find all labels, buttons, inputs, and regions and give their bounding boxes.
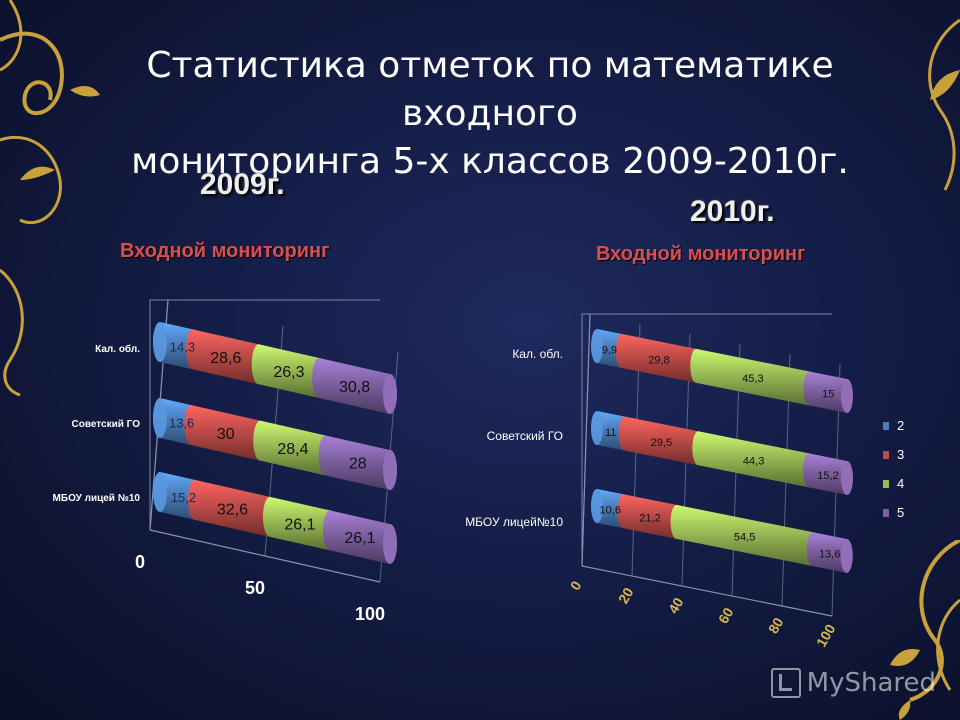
bar-end-cap [841,379,853,413]
x-tick-label: 40 [665,595,687,617]
title-line-1: Статистика отметок по математике входног… [146,45,834,134]
bar-segment [617,494,683,539]
x-tick-label: 0 [567,578,585,593]
bar-segment [187,479,277,537]
data-label: 44,3 [743,455,764,467]
bar-start-cap [591,411,603,445]
data-label: 32,6 [217,501,248,518]
category-label: МБОУ лицей №10 [53,493,141,504]
bar-start-cap [591,489,603,523]
chart-2009: 0 50 100 14,3 28,6 26,3 30,8 Кал. обл. 13,6 30 28,… [53,299,399,620]
data-label: 29,8 [648,354,669,366]
chart-wall-line [581,313,832,566]
data-label: 45,3 [742,373,763,385]
data-label: 14,3 [170,340,195,355]
chart-2010-title: 2010г. [690,195,775,228]
slide-title: Статистика отметок по математике входног… [60,42,920,186]
bar-segment [692,431,815,488]
corner-ornament-left-middle [0,268,24,397]
bar-end-cap [840,538,853,573]
y-axis-line [581,313,591,567]
bar-segment [806,532,853,573]
data-label: 13,6 [819,549,840,561]
data-label: 54,5 [734,532,755,544]
legend-label: 4 [897,476,904,491]
corner-ornament-top-left [0,0,100,225]
data-label: 13,6 [169,416,194,431]
watermark: MyShared [770,668,936,698]
legend-label: 2 [897,418,904,433]
chart-2009-title: 2009г. [200,168,285,201]
legend-swatch [883,451,889,459]
bar-start-cap [153,398,167,438]
chart-2010-subtitle: Входной мониторинг [596,243,806,265]
category-label: Кал. обл. [95,343,140,355]
data-label: 15,2 [817,470,838,482]
bar-end-cap [383,374,397,414]
bar-segment [803,371,853,413]
category-label: Кал. обл. [512,347,563,361]
data-label: 11 [605,427,616,439]
category-label: Советский ГО [487,429,563,443]
x-axis-line [149,529,381,583]
data-label: 28 [349,456,367,473]
bar-segment [690,348,816,406]
x-tick-label: 50 [245,578,265,598]
bar-segment [253,420,333,476]
data-label: 26,1 [344,530,375,547]
legend-label: 5 [897,505,904,520]
bar-segment [318,435,397,490]
x-tick-label: 100 [355,604,385,620]
x-tick-label: 100 [813,621,839,649]
data-label: 28,6 [210,350,241,367]
bar-end-cap [841,461,853,495]
data-label: 15,2 [171,490,196,505]
x-tick-label: 80 [765,615,787,637]
chart-2009-subtitle: Входной мониторинг [120,240,330,262]
watermark-logo-icon [770,668,801,698]
bar-segment [312,357,397,414]
x-axis-line [581,565,833,617]
data-label: 28,4 [277,441,308,458]
chart-wall-line [149,299,380,530]
x-tick-label: 60 [715,605,737,627]
x-tick-label: 20 [615,585,637,607]
bar-segment [185,329,266,385]
bar-start-cap [153,472,167,512]
data-label: 30 [217,426,235,443]
data-label: 21,2 [639,513,660,525]
bar-segment [251,344,327,398]
bar-segment [322,510,397,564]
bar-start-cap [153,322,167,362]
data-label: 15 [822,388,834,400]
bar-segment [262,496,337,551]
data-label: 9,9 [602,344,617,356]
category-label: МБОУ лицей№10 [465,515,563,529]
title-line-2: мониторинга 5-х классов 2009-2010г. [131,141,849,182]
bar-segment [184,405,268,461]
chart-2010: 0 20 40 60 80 100 9,9 29,8 45,3 15 Кал. обл. 11 29,5… [465,313,904,650]
x-tick-label: 0 [135,552,145,572]
bar-segment [615,333,703,383]
bar-start-cap [591,329,603,363]
data-label: 30,8 [339,379,370,396]
bar-segment [670,504,819,567]
data-label: 26,3 [273,364,304,381]
legend-swatch [883,509,889,517]
bar-end-cap [383,450,397,490]
bar-segment [618,416,705,466]
legend-swatch [883,422,889,430]
data-label: 10,6 [600,505,621,517]
data-label: 29,5 [651,437,672,449]
legend-label: 3 [897,447,904,462]
legend-swatch [883,480,889,488]
corner-ornament-top-right [928,18,960,191]
watermark-text: MyShared [806,668,936,698]
category-label: Советский ГО [72,419,141,430]
corner-ornament-bottom-right [890,540,960,720]
data-label: 26,1 [284,517,315,534]
bar-segment [803,453,853,495]
bar-end-cap [383,524,397,564]
